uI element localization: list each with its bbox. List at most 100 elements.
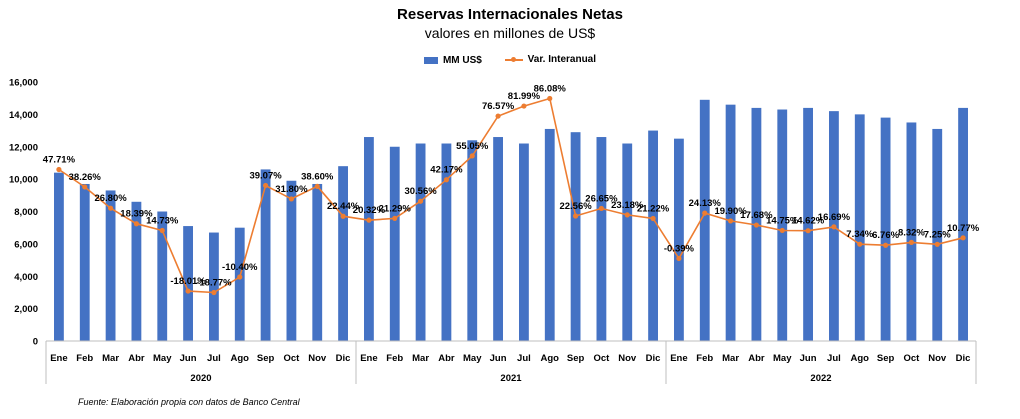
bar <box>699 99 710 342</box>
legend-swatch-bars <box>423 56 438 64</box>
x-tick-label: Dic <box>336 353 351 364</box>
y-tick-label: 2,000 <box>14 304 38 315</box>
line-point <box>857 241 863 247</box>
line-point <box>598 205 605 212</box>
x-tick-label: Jul <box>207 353 221 364</box>
line-point <box>624 212 630 218</box>
line-point <box>960 235 966 241</box>
group-label: 2021 <box>500 373 522 384</box>
y-tick-label: 10,000 <box>9 175 38 186</box>
group-label: 2020 <box>190 373 211 384</box>
x-tick-label: Sep <box>257 353 275 364</box>
line-point <box>650 215 656 222</box>
data-label: 22.44% <box>327 201 360 212</box>
x-tick-label: May <box>153 353 172 364</box>
data-label: 8.32% <box>898 227 925 238</box>
x-tick-label: Nov <box>308 353 327 364</box>
bar <box>183 226 193 341</box>
bar <box>209 232 219 341</box>
line-point <box>262 182 269 189</box>
bar <box>389 146 400 341</box>
bar <box>803 107 813 342</box>
x-tick-label: Oct <box>903 353 920 364</box>
x-tick-label: Ago <box>231 353 250 364</box>
x-tick-label: Oct <box>593 353 610 364</box>
legend-swatch-line <box>504 56 523 64</box>
data-label: 14.62% <box>792 216 825 227</box>
x-tick-label: Feb <box>76 353 93 364</box>
line-point <box>82 184 88 190</box>
x-tick-label: May <box>463 353 482 364</box>
x-tick-label: Dic <box>956 353 971 364</box>
x-tick-label: Ene <box>360 353 377 364</box>
bar <box>596 137 607 341</box>
data-label: 55.05% <box>456 141 489 152</box>
data-label: -0.39% <box>664 243 695 254</box>
bar <box>648 130 658 341</box>
data-label: 86.08% <box>534 84 567 95</box>
data-label: 22.56% <box>559 201 592 212</box>
bar <box>958 107 968 342</box>
x-tick-label: Dic <box>646 353 661 364</box>
line-point <box>314 183 320 189</box>
bar <box>234 227 245 341</box>
line-point <box>779 227 785 234</box>
data-label: 21.29% <box>379 203 412 214</box>
bar <box>906 122 917 341</box>
x-tick-label: Feb <box>386 353 403 364</box>
data-label: 17.68% <box>740 210 773 221</box>
bar <box>467 140 478 341</box>
x-tick-label: Ago <box>851 353 870 364</box>
line-point <box>469 153 475 159</box>
line-point <box>805 228 811 234</box>
bar <box>105 190 116 341</box>
line-point <box>211 289 217 296</box>
x-tick-label: Ene <box>670 353 687 364</box>
data-label: 7.34% <box>846 229 873 240</box>
y-tick-label: 14,000 <box>9 110 38 121</box>
bar <box>622 143 633 341</box>
data-label: 14.73% <box>146 215 179 226</box>
bar <box>286 180 297 341</box>
y-tick-label: 12,000 <box>9 142 38 153</box>
data-label: 6.76% <box>872 230 899 241</box>
data-label: 30.56% <box>404 186 437 197</box>
data-label: 21.22% <box>637 203 670 214</box>
line-point <box>340 213 346 219</box>
line-point <box>676 255 682 262</box>
line-point <box>417 198 424 204</box>
line-point <box>392 215 398 221</box>
x-tick-label: Mar <box>722 353 739 364</box>
x-tick-label: Nov <box>928 353 947 364</box>
data-label: 38.60% <box>301 171 334 182</box>
data-label: 23.18% <box>611 200 644 211</box>
data-label: 19.90% <box>714 206 747 217</box>
data-label: 39.07% <box>249 170 282 181</box>
line-point <box>908 239 915 245</box>
data-label: 24.13% <box>689 198 722 209</box>
data-label: 7.25% <box>924 229 951 240</box>
data-label: 16.69% <box>818 212 851 223</box>
x-tick-label: Ene <box>50 353 67 364</box>
chart-title: Reservas Internacionales Netas <box>397 6 623 23</box>
line-point <box>547 95 553 102</box>
x-tick-label: Nov <box>618 353 637 364</box>
line-point <box>107 205 114 211</box>
line-point <box>831 224 837 230</box>
x-tick-label: Jul <box>827 353 841 364</box>
line-point <box>443 177 450 183</box>
legend-item-line: Var. Interanual <box>504 54 596 65</box>
line-point <box>882 242 889 248</box>
bar <box>854 114 865 341</box>
y-tick-label: 16,000 <box>9 78 38 89</box>
line-point <box>934 241 940 247</box>
data-label: -10.40% <box>222 262 258 273</box>
line-point <box>753 222 760 228</box>
x-tick-label: Abr <box>438 353 455 364</box>
line-point <box>288 196 295 202</box>
data-label: 20.32% <box>353 205 386 216</box>
line-point <box>366 217 372 223</box>
line-series <box>58 97 964 294</box>
bar <box>312 183 323 341</box>
